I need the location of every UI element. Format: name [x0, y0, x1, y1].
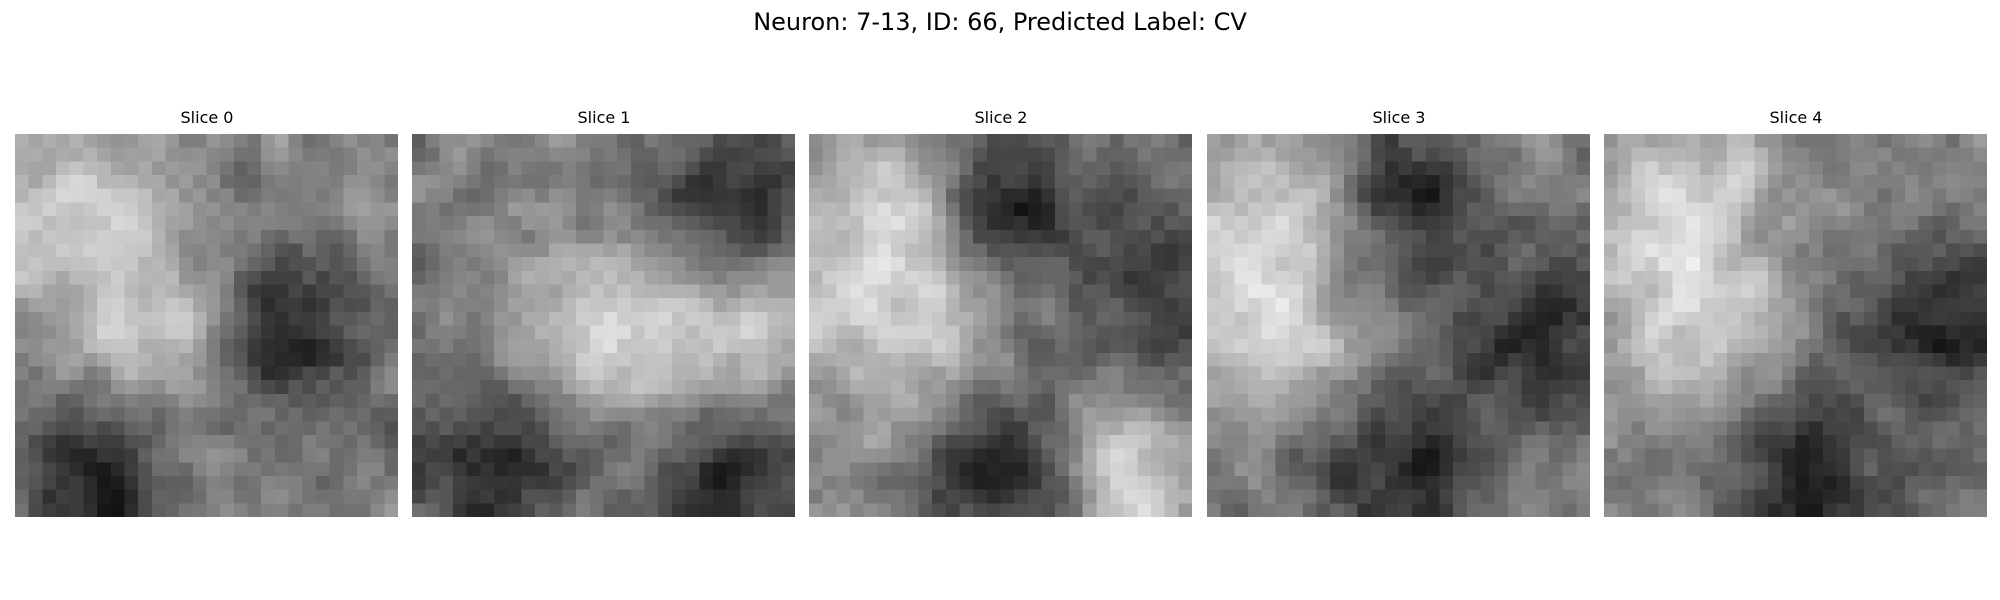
figure-title: Neuron: 7-13, ID: 66, Predicted Label: C… [753, 8, 1247, 36]
slice-panel-0: Slice 0 [15, 108, 399, 517]
slice-title: Slice 2 [974, 108, 1028, 127]
slice-panel-1: Slice 1 [412, 108, 796, 517]
slice-image [15, 134, 398, 517]
slice-title: Slice 3 [1372, 108, 1426, 127]
slice-title: Slice 1 [577, 108, 631, 127]
slice-image [1604, 134, 1987, 517]
slice-title: Slice 0 [180, 108, 234, 127]
slice-panel-2: Slice 2 [809, 108, 1193, 517]
slice-image [412, 134, 795, 517]
slice-panel-4: Slice 4 [1604, 108, 1988, 517]
slice-image [1207, 134, 1590, 517]
slice-image [809, 134, 1192, 517]
slice-panel-3: Slice 3 [1207, 108, 1591, 517]
slice-title: Slice 4 [1769, 108, 1823, 127]
